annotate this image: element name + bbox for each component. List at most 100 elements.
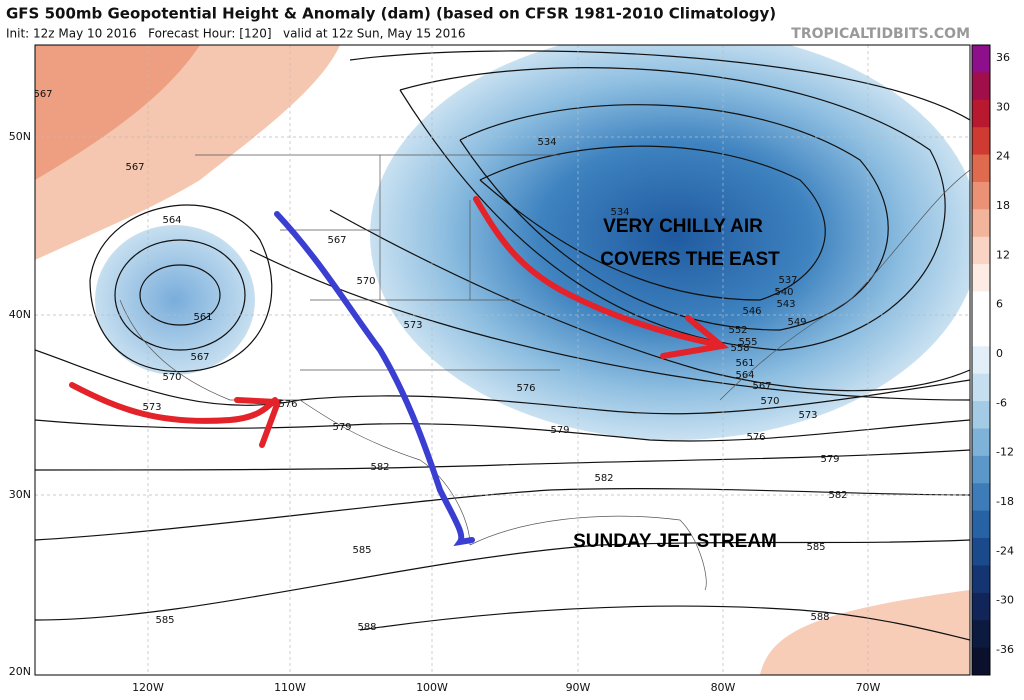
contour-label: 567 [33, 89, 52, 100]
colorbar-tick-label: -36 [996, 643, 1014, 656]
contour-label: 540 [774, 287, 793, 298]
contour-label: 534 [610, 207, 629, 218]
colorbar-band [972, 99, 990, 128]
contour-label: 549 [787, 317, 806, 328]
contour-label: 582 [828, 490, 847, 501]
borders [119, 154, 970, 591]
colorbar-tick-label: 36 [996, 51, 1010, 64]
longitude-label: 110W [274, 681, 306, 694]
contour-label: 570 [356, 276, 375, 287]
cold-anomaly-east [370, 45, 970, 440]
contour-label: 561 [735, 358, 754, 369]
colorbar-band [972, 538, 990, 566]
contour-label: 564 [735, 370, 754, 381]
contour-label: 567 [752, 381, 771, 392]
colorbar-band [972, 291, 990, 320]
colorbar-band [972, 264, 990, 293]
contour-label: 561 [193, 312, 212, 323]
contour-label: 573 [798, 410, 817, 421]
colorbar-tick-label: -6 [996, 396, 1007, 409]
annotation: SUNDAY JET STREAM [573, 531, 777, 552]
subtitle: Init: 12z May 10 2016 Forecast Hour: [12… [6, 27, 465, 41]
map-frame [34, 44, 971, 676]
warm-anomaly-core [35, 45, 200, 180]
contour-label: 579 [820, 454, 839, 465]
contour-label: 579 [332, 422, 351, 433]
colorbar-tick-label: 24 [996, 150, 1010, 163]
contour-label: 573 [403, 320, 422, 331]
source: TROPICALTIDBITS.COM [791, 26, 970, 42]
colorbar-band [972, 565, 990, 594]
cold-anomaly-west [95, 225, 255, 375]
contour-label: 567 [190, 352, 209, 363]
contour-label: 567 [125, 162, 144, 173]
longitude-label: 100W [416, 681, 448, 694]
contour-label: 576 [278, 399, 297, 410]
colorbar-band [972, 127, 990, 156]
contour-label: 579 [550, 425, 569, 436]
latitude-label: 40N [9, 308, 31, 321]
contour-label: 573 [142, 402, 161, 413]
annotation: VERY CHILLY AIR [603, 216, 763, 237]
colorbar-band [972, 620, 990, 649]
contour-label: 564 [162, 215, 181, 226]
colorbar-tick-label: 12 [996, 248, 1010, 261]
colorbar-band [972, 401, 990, 429]
title: GFS 500mb Geopotential Height & Anomaly … [6, 5, 776, 23]
contour-label: 588 [810, 612, 829, 623]
contour-label: 543 [776, 299, 795, 310]
longitude-label: 70W [856, 681, 881, 694]
colorbar-band [972, 455, 990, 484]
contours [35, 50, 970, 641]
contour-label: 567 [327, 235, 346, 246]
contour-label: 588 [357, 622, 376, 633]
contour-label: 576 [516, 383, 535, 394]
longitude-label: 90W [566, 681, 591, 694]
colorbar-band [972, 318, 990, 347]
contour-label: 534 [537, 137, 556, 148]
colorbar-tick-label: -18 [996, 495, 1014, 508]
contour-label: 576 [746, 432, 765, 443]
latitude-label: 20N [9, 665, 31, 678]
colorbar-band [972, 592, 990, 621]
contour-label: 585 [155, 615, 174, 626]
colorbar-tick-label: 30 [996, 100, 1010, 113]
contour-label: 582 [594, 473, 613, 484]
contour-label: 585 [352, 545, 371, 556]
colorbar-band [972, 45, 990, 73]
colorbar-tick-label: 0 [996, 347, 1003, 360]
colorbar-frame [971, 44, 991, 676]
contour-label: 552 [728, 325, 747, 336]
colorbar-band [972, 373, 990, 402]
longitude-label: 80W [711, 681, 736, 694]
colorbar-band [972, 346, 990, 375]
graticule [35, 45, 970, 675]
colorbar-band [972, 483, 990, 512]
contour-label: 546 [742, 306, 761, 317]
colorbar-band [972, 154, 990, 183]
colorbar-tick-label: -12 [996, 446, 1014, 459]
contour-label: 570 [760, 396, 779, 407]
contour-label: 585 [806, 542, 825, 553]
colorbar-tick-label: -30 [996, 594, 1014, 607]
colorbar-band [972, 181, 990, 210]
colorbar-band [972, 510, 990, 539]
annotation: COVERS THE EAST [600, 249, 780, 270]
jet-stream-line [274, 211, 475, 547]
contour-label: 582 [370, 462, 389, 473]
contour-label: 558 [730, 343, 749, 354]
arrow-west [69, 382, 283, 448]
colorbar-tick-label: 6 [996, 298, 1003, 311]
colorbar-tick-label: -24 [996, 544, 1014, 557]
colorbar-band [972, 428, 990, 457]
colorbar-band [972, 647, 990, 676]
latitude-label: 50N [9, 130, 31, 143]
contour-label: 537 [778, 275, 797, 286]
contour-label: 555 [738, 337, 757, 348]
latitude-label: 30N [9, 488, 31, 501]
colorbar-band [972, 236, 990, 265]
colorbar-band [972, 72, 990, 101]
colorbar-band [972, 209, 990, 238]
